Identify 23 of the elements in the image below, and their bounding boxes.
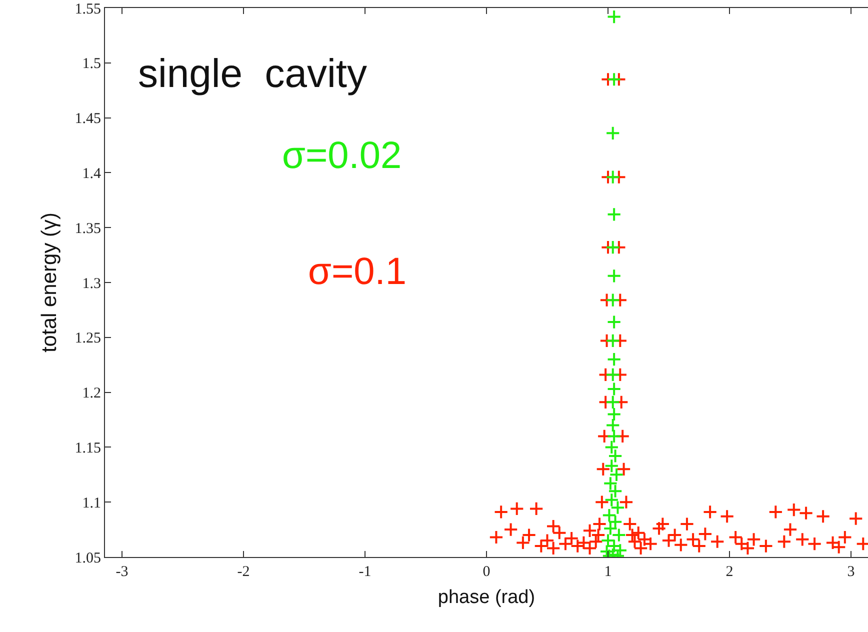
text: σ=0.02 [282, 135, 402, 177]
y-tick-label: 1.1 [82, 495, 101, 512]
x-tick-label: 1 [604, 564, 612, 580]
y-tick-label: 1.45 [74, 111, 101, 128]
x-axis-title: phase (rad) [438, 586, 536, 608]
y-tick-label: 1.55 [74, 1, 101, 18]
text: σ=0.1 [308, 251, 406, 293]
y-tick-label: 1.2 [82, 386, 101, 402]
y-tick-label: 1.5 [82, 56, 101, 72]
x-tick-label: 3 [847, 564, 855, 580]
x-tick-label: -3 [116, 564, 128, 580]
x-tick-label: 0 [482, 564, 490, 580]
x-tick-label: -2 [237, 564, 250, 580]
x-tick-label: -1 [358, 564, 372, 580]
y-tick-label: 1.05 [74, 550, 101, 566]
x-tick-label: 2 [726, 564, 734, 580]
y-tick-label: 1.4 [82, 166, 102, 182]
y-tick-label: 1.15 [74, 440, 101, 456]
y-tick-label: 1.25 [74, 330, 101, 347]
annotation: single cavity [138, 52, 367, 96]
y-tick-label: 1.35 [74, 220, 101, 237]
y-tick-label: 1.3 [82, 276, 101, 292]
y-axis-title: total energy (γ) [38, 212, 61, 353]
